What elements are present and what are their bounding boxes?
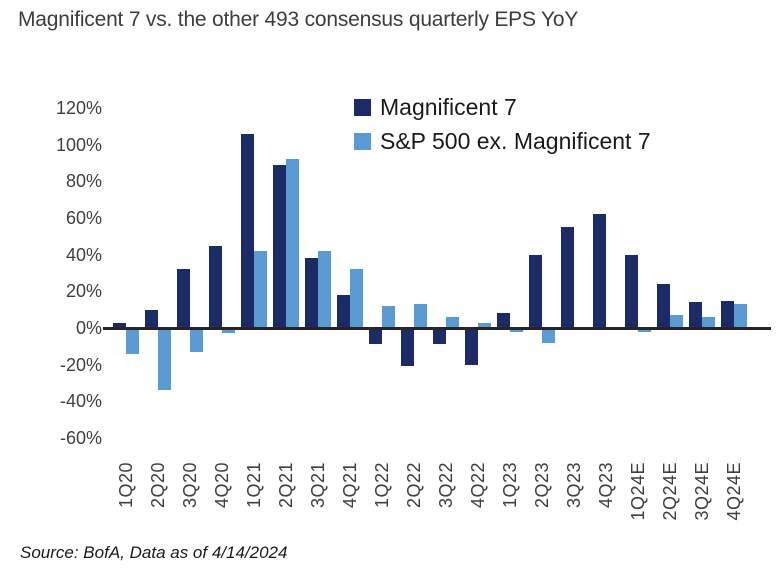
bar-mag7-2Q24E [657,284,670,328]
x-tick-label-3Q24E: 3Q24E [692,462,712,521]
y-tick-label-120: 120% [55,98,102,118]
legend-label-mag7: Magnificent 7 [380,94,517,120]
bar-ex-mag7-2Q24E [670,315,683,328]
bar-mag7-1Q23 [497,313,510,328]
bar-mag7-2Q23 [529,254,542,328]
y-tick-label-100: 100% [55,134,102,155]
bar-ex-mag7-4Q24E [734,304,747,328]
bar-mag7-4Q20 [209,245,222,328]
bar-ex-mag7-3Q21 [318,251,331,328]
legend-swatch-mag7-icon [354,99,371,116]
x-tick-label-3Q22: 3Q22 [436,462,456,509]
bar-mag7-1Q22 [369,328,382,345]
bar-mag7-1Q21 [241,133,254,328]
legend-item-mag7: Magnificent 7 [354,94,651,121]
y-tick-label--60: -60% [59,427,102,448]
bar-mag7-3Q22 [433,328,446,345]
chart-title: Magnificent 7 vs. the other 493 consensu… [18,8,579,31]
x-tick-label-4Q22: 4Q22 [468,462,488,509]
legend-item-ex-mag7: S&P 500 ex. Magnificent 7 [354,128,651,155]
bar-mag7-3Q24E [689,302,702,328]
x-tick-label-4Q24E: 4Q24E [724,462,744,521]
bar-mag7-4Q23 [593,214,606,328]
x-tick-label-1Q21: 1Q21 [244,462,264,509]
legend: Magnificent 7 S&P 500 ex. Magnificent 7 [354,94,651,155]
x-tick-label-2Q24E: 2Q24E [660,462,680,521]
bar-mag7-3Q21 [305,258,318,328]
bar-mag7-2Q20 [145,309,158,328]
bar-ex-mag7-4Q20 [222,328,235,334]
bar-ex-mag7-4Q21 [350,269,363,328]
x-tick-label-3Q21: 3Q21 [308,462,328,509]
bar-ex-mag7-2Q23 [542,328,555,343]
bar-mag7-4Q24E [721,300,734,328]
bar-ex-mag7-1Q21 [254,251,267,328]
x-tick-label-1Q24E: 1Q24E [628,462,648,521]
bar-mag7-3Q20 [177,269,190,328]
bar-mag7-3Q23 [561,227,574,328]
bar-ex-mag7-2Q21 [286,159,299,328]
source-note: Source: BofA, Data as of 4/14/2024 [20,543,288,562]
x-tick-label-4Q20: 4Q20 [212,462,232,509]
zero-axis-line [103,327,771,330]
x-tick-label-4Q21: 4Q21 [340,462,360,509]
bar-ex-mag7-2Q22 [414,304,427,328]
x-tick-label-2Q21: 2Q21 [276,462,296,509]
y-tick-label--40: -40% [59,391,102,412]
y-tick-label-20: 20% [65,281,102,302]
bar-ex-mag7-1Q22 [382,306,395,328]
x-tick-label-4Q23: 4Q23 [596,462,616,509]
legend-swatch-ex-mag7-icon [354,133,371,150]
bar-ex-mag7-4Q22 [478,322,491,328]
x-tick-label-2Q23: 2Q23 [532,462,552,509]
bar-mag7-4Q21 [337,295,350,328]
x-tick-label-3Q23: 3Q23 [564,462,584,509]
y-tick-label-80: 80% [65,171,102,192]
y-tick-label-60: 60% [65,208,102,228]
bar-mag7-4Q22 [465,328,478,365]
bar-ex-mag7-1Q20 [126,328,139,354]
x-tick-label-3Q20: 3Q20 [180,462,200,509]
y-tick-label--20: -20% [59,354,102,375]
x-tick-label-1Q23: 1Q23 [500,462,520,509]
bar-mag7-2Q21 [273,164,286,328]
x-tick-label-1Q20: 1Q20 [116,462,136,509]
y-tick-label-40: 40% [65,244,102,265]
x-tick-label-1Q22: 1Q22 [372,462,392,509]
bar-ex-mag7-3Q24E [702,317,715,328]
bar-ex-mag7-3Q22 [446,317,459,328]
legend-label-ex-mag7: S&P 500 ex. Magnificent 7 [380,128,651,154]
x-tick-label-2Q22: 2Q22 [404,462,424,509]
bar-mag7-2Q22 [401,328,414,367]
x-tick-label-2Q20: 2Q20 [148,462,168,509]
bar-mag7-1Q24E [625,254,638,328]
bar-ex-mag7-3Q20 [190,328,203,352]
y-tick-label-0: 0% [75,318,102,338]
bar-ex-mag7-2Q20 [158,328,171,391]
bar-mag7-1Q20 [113,322,126,328]
